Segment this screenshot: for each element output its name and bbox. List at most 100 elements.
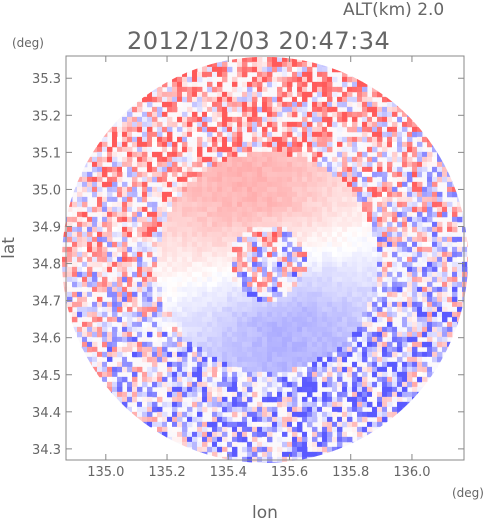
field-cell: [227, 416, 233, 423]
field-cell: [357, 391, 363, 398]
field-cell: [112, 306, 118, 313]
field-cell: [417, 251, 423, 258]
field-cell: [282, 276, 288, 283]
field-cell: [292, 266, 298, 273]
field-cell: [202, 156, 208, 163]
field-cell: [377, 316, 383, 323]
field-cell: [272, 326, 278, 333]
field-cell: [107, 386, 113, 393]
field-cell: [367, 221, 373, 228]
field-cell: [307, 371, 313, 378]
field-cell: [402, 146, 408, 153]
field-cell: [67, 246, 73, 253]
field-cell: [177, 116, 183, 123]
field-cell: [422, 236, 428, 243]
field-cell: [267, 311, 273, 318]
field-cell: [112, 366, 118, 373]
field-cell: [257, 321, 263, 328]
field-cell: [327, 206, 333, 213]
field-cell: [297, 291, 303, 298]
field-cell: [257, 251, 263, 258]
field-cell: [172, 121, 178, 128]
field-cell: [402, 376, 408, 383]
field-cell: [412, 161, 418, 168]
field-cell: [237, 291, 243, 298]
field-cell: [242, 81, 248, 88]
field-cell: [362, 261, 368, 268]
field-cell: [282, 241, 288, 248]
field-cell: [302, 331, 308, 338]
field-cell: [202, 386, 208, 393]
field-cell: [317, 231, 323, 238]
field-cell: [62, 281, 68, 288]
field-cell: [362, 426, 368, 433]
field-cell: [192, 81, 198, 88]
field-cell: [152, 381, 158, 388]
field-cell: [332, 211, 338, 218]
field-cell: [117, 141, 123, 148]
field-cell: [302, 401, 308, 408]
field-cell: [377, 171, 383, 178]
field-cell: [407, 336, 413, 343]
field-cell: [217, 356, 223, 363]
field-cell: [432, 196, 438, 203]
field-cell: [162, 136, 168, 143]
field-cell: [307, 181, 313, 188]
field-cell: [387, 151, 393, 158]
field-cell: [352, 226, 358, 233]
field-cell: [402, 171, 408, 178]
field-cell: [142, 371, 148, 378]
field-cell: [342, 241, 348, 248]
field-cell: [147, 241, 153, 248]
field-cell: [182, 201, 188, 208]
field-cell: [252, 306, 258, 313]
field-cell: [337, 326, 343, 333]
field-cell: [377, 296, 383, 303]
field-cell: [77, 196, 83, 203]
field-cell: [347, 86, 353, 93]
field-cell: [277, 291, 283, 298]
field-cell: [222, 346, 228, 353]
field-cell: [367, 386, 373, 393]
field-cell: [217, 181, 223, 188]
field-cell: [352, 346, 358, 353]
field-cell: [332, 386, 338, 393]
field-cell: [222, 366, 228, 373]
field-cell: [182, 251, 188, 258]
field-cell: [117, 386, 123, 393]
field-cell: [322, 286, 328, 293]
field-cell: [77, 236, 83, 243]
field-cell: [137, 181, 143, 188]
field-cell: [347, 181, 353, 188]
field-cell: [407, 331, 413, 338]
field-cell: [432, 381, 438, 388]
field-cell: [92, 246, 98, 253]
field-cell: [337, 421, 343, 428]
field-cell: [282, 256, 288, 263]
field-cell: [327, 266, 333, 273]
field-cell: [442, 246, 448, 253]
field-cell: [77, 266, 83, 273]
field-cell: [247, 426, 253, 433]
field-cell: [62, 291, 68, 298]
field-cell: [337, 306, 343, 313]
field-cell: [102, 216, 108, 223]
field-cell: [442, 171, 448, 178]
field-cell: [172, 261, 178, 268]
field-cell: [202, 256, 208, 263]
field-cell: [387, 346, 393, 353]
field-cell: [342, 186, 348, 193]
field-cell: [227, 331, 233, 338]
field-cell: [192, 181, 198, 188]
field-cell: [222, 416, 228, 423]
field-cell: [242, 61, 248, 68]
field-cell: [307, 186, 313, 193]
field-cell: [412, 326, 418, 333]
field-cell: [172, 156, 178, 163]
field-cell: [197, 351, 203, 358]
field-cell: [252, 391, 258, 398]
field-cell: [247, 291, 253, 298]
field-cell: [272, 306, 278, 313]
field-cell: [72, 241, 78, 248]
field-cell: [362, 321, 368, 328]
